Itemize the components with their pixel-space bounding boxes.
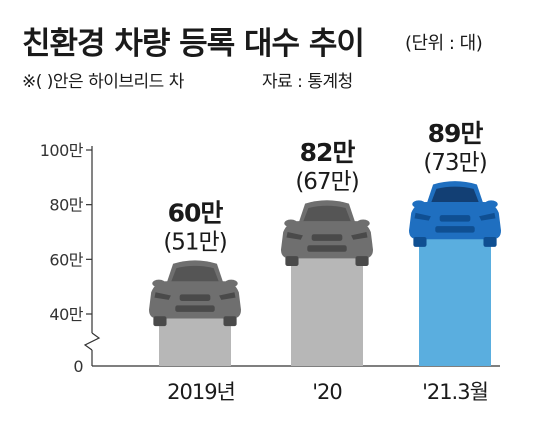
axis-break [83, 332, 101, 351]
x-tick-label: '20 [312, 380, 342, 404]
x-tick-label: '21.3월 [422, 380, 488, 404]
footnote: ※( )안은 하이브리드 차 [22, 72, 184, 92]
y-tick-label: 40만 [49, 305, 83, 324]
x-tick-label: 2019년 [167, 380, 235, 404]
y-tick-label: 100만 [40, 141, 84, 160]
hybrid-value-label: (51만) [163, 229, 226, 255]
source-label: 자료 : 통계청 [262, 72, 353, 92]
y-tick-label: 0 [73, 357, 83, 376]
bar-value-label: 60만 [168, 198, 224, 227]
y-tick-label: 60만 [49, 250, 83, 269]
bar-value-label: 82만 [300, 138, 356, 167]
car-icon [409, 181, 501, 247]
y-tick-label: 80만 [49, 196, 83, 215]
car-icon [149, 260, 241, 327]
hybrid-value-label: (73만) [423, 150, 486, 176]
chart-title: 친환경 차량 등록 대수 추이 [22, 26, 365, 62]
car-icon [281, 200, 373, 267]
unit-label: (단위 : 대) [405, 33, 483, 54]
bar-value-label: 89만 [428, 119, 484, 148]
hybrid-value-label: (67만) [295, 169, 358, 195]
